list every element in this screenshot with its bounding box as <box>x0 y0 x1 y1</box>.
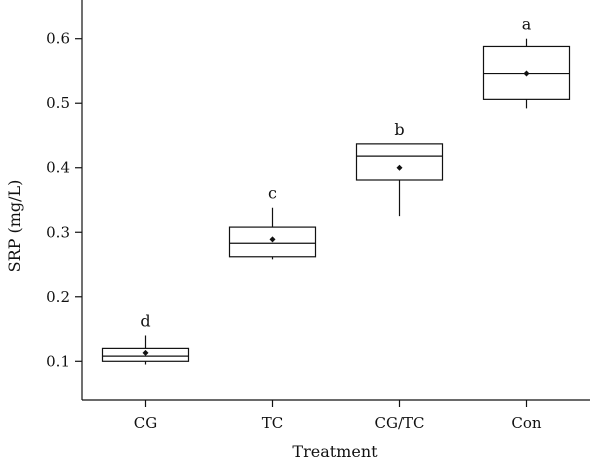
y-tick-label: 0.4 <box>46 159 70 177</box>
mean-marker <box>396 164 403 171</box>
significance-label: c <box>268 184 277 203</box>
x-axis-label: Treatment <box>292 442 378 459</box>
significance-label: d <box>140 311 150 330</box>
y-tick-label: 0.5 <box>46 94 70 112</box>
y-tick-label: 0.1 <box>46 352 70 370</box>
y-tick-label: 0.3 <box>46 223 70 241</box>
significance-label: a <box>522 15 532 34</box>
mean-marker <box>269 236 276 243</box>
box-group: a <box>482 15 571 109</box>
y-tick-label: 0.2 <box>46 288 70 306</box>
x-tick-label: TC <box>262 414 283 432</box>
y-axis-label: SRP (mg/L) <box>5 180 24 273</box>
x-tick-label: CG/TC <box>375 414 425 432</box>
significance-label: b <box>394 120 404 139</box>
box-group: d <box>101 311 190 365</box>
box-group: b <box>355 120 444 217</box>
y-tick-label: 0.6 <box>46 30 70 48</box>
plot-area: d c b a <box>101 15 571 365</box>
mean-marker <box>142 349 149 356</box>
box-group: c <box>228 184 317 260</box>
x-axis: CG TC CG/TC Con <box>82 399 590 432</box>
x-tick-label: CG <box>134 414 157 432</box>
iqr-box <box>355 143 444 181</box>
y-axis: 0.1 0.2 0.3 0.4 0.5 0.6 <box>46 0 83 400</box>
mean-marker <box>523 70 530 77</box>
x-tick-label: Con <box>511 414 542 432</box>
